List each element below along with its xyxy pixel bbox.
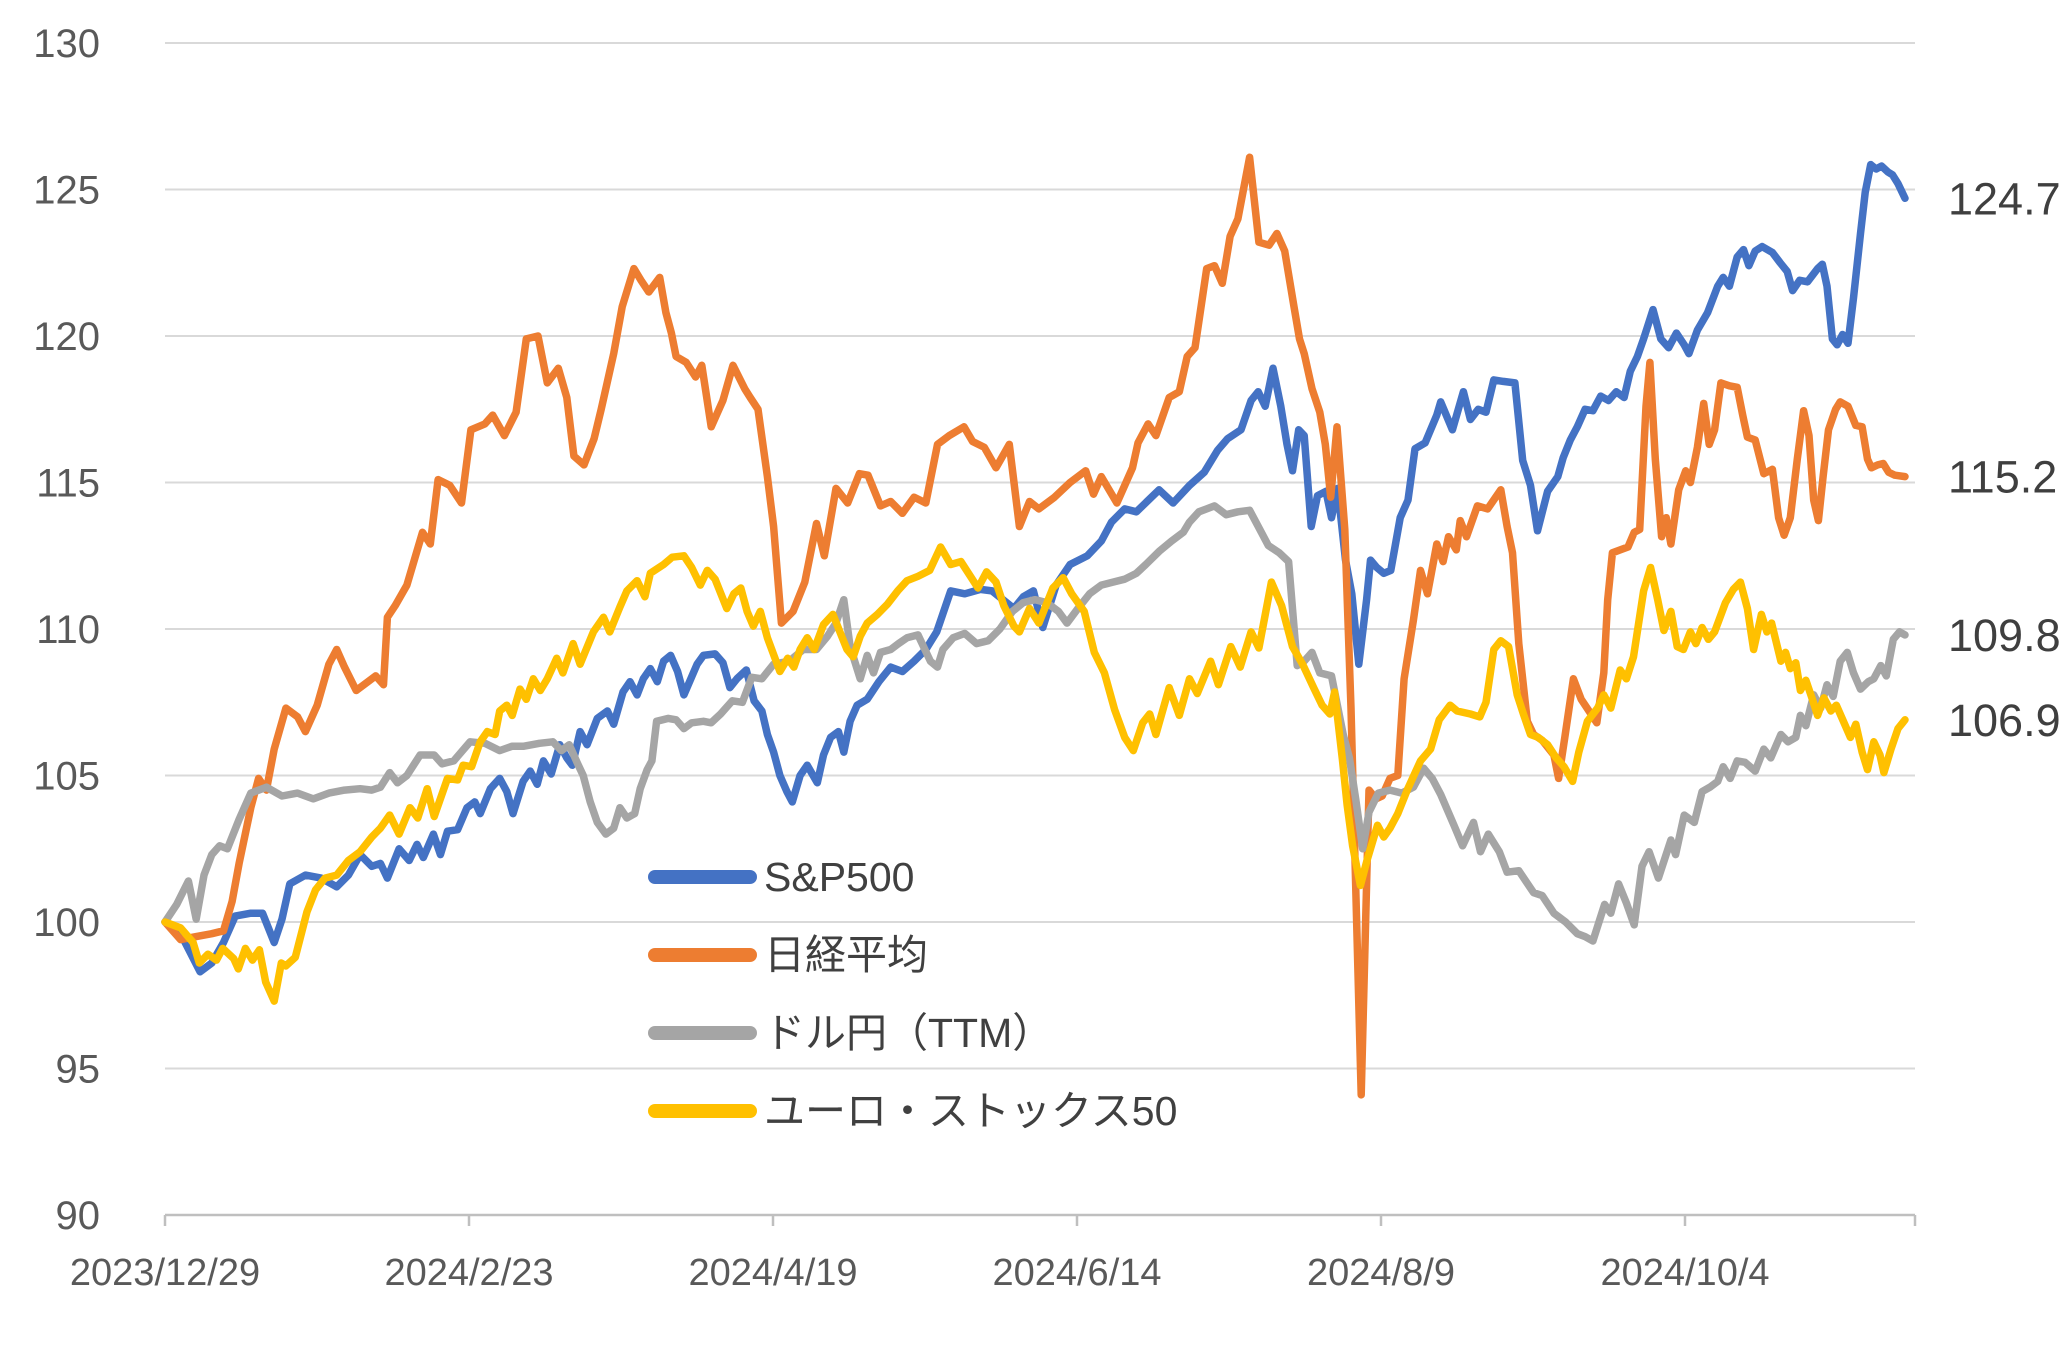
y-tick-label: 110	[36, 608, 100, 652]
y-tick-label: 95	[56, 1048, 101, 1092]
x-tick-label: 2024/2/23	[384, 1252, 553, 1294]
y-tick-label: 105	[33, 755, 100, 799]
x-tick-label: 2024/8/9	[1307, 1252, 1455, 1294]
series-end-value-1: 115.2	[1948, 452, 2057, 503]
y-tick-label: 125	[33, 169, 100, 213]
legend-label-1: 日経平均	[764, 932, 928, 978]
series-line-3	[161, 543, 1909, 1005]
y-tick-label: 130	[33, 22, 100, 66]
y-tick-label: 100	[33, 901, 100, 945]
x-tick-label: 2024/4/19	[688, 1252, 857, 1294]
x-tick-label: 2024/10/4	[1600, 1252, 1769, 1294]
label-layer: 90 95 100 105 110 115 120 125 130 2023/12/29 2024/…	[33, 22, 2060, 1294]
x-tick-label: 2024/6/14	[992, 1252, 1161, 1294]
y-tick-label: 115	[36, 462, 100, 506]
legend-label-0: S&P500	[764, 854, 914, 900]
series-end-value-3: 106.9	[1948, 695, 2061, 746]
y-tick-label: 90	[56, 1194, 101, 1238]
x-tick-label: 2023/12/29	[70, 1252, 260, 1294]
series-line-1	[161, 153, 1909, 1099]
axis-layer	[163, 1213, 1917, 1226]
series-line-0	[161, 160, 1909, 976]
legend-label-2: ドル円（TTM）	[764, 1010, 1053, 1056]
series-end-value-0: 124.7	[1948, 173, 2061, 224]
series-line-2	[161, 502, 1909, 945]
y-tick-label: 120	[33, 315, 100, 359]
series-layer	[161, 153, 1909, 1099]
grid-layer	[165, 42, 1915, 1070]
series-end-value-2: 109.8	[1948, 610, 2061, 661]
legend-label-3: ユーロ・ストックス50	[764, 1088, 1177, 1134]
